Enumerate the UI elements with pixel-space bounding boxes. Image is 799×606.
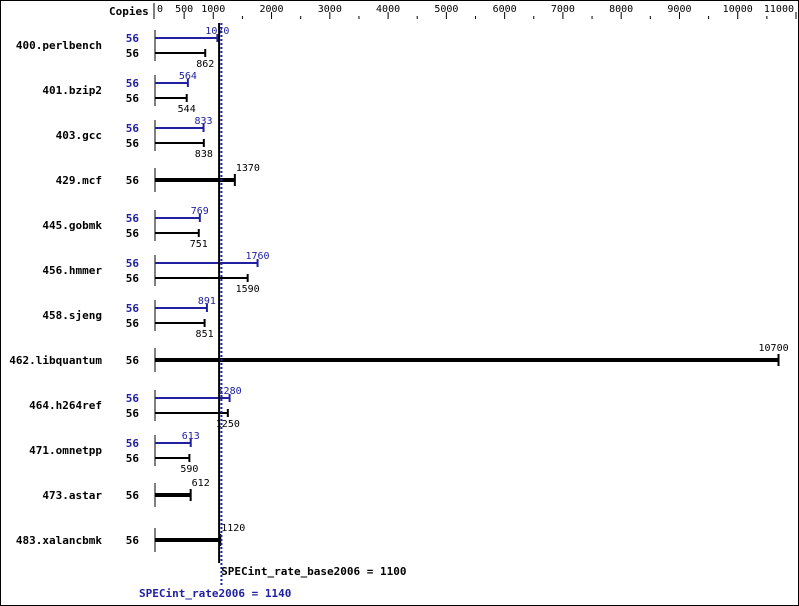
base-summary-label: SPECint_rate_base2006 = 1100 [221,565,406,578]
tick-label: 7000 [551,4,575,15]
base-value: 1250 [216,419,240,430]
tick-label: 6000 [493,4,517,15]
copies-peak: 56 [126,437,140,450]
copies-peak: 56 [126,77,140,90]
benchmark-label: 445.gobmk [42,219,102,232]
peak-value: 564 [179,71,197,82]
peak-value: 1760 [246,251,270,262]
tick-label: 4000 [376,4,400,15]
copies-base: 56 [126,452,140,465]
benchmark-label: 471.omnetpp [29,444,102,457]
base-value: 862 [196,59,214,70]
copies-peak: 56 [126,302,140,315]
benchmark-label: 403.gcc [56,129,102,142]
copies-peak: 56 [126,392,140,405]
copies-base: 56 [126,407,140,420]
benchmark-label: 401.bzip2 [42,84,102,97]
base-value: 10700 [759,343,789,354]
tick-label: 5000 [434,4,458,15]
base-value: 1590 [236,284,260,295]
peak-value: 833 [195,116,213,127]
tick-label: 8000 [609,4,633,15]
copies-base: 56 [126,354,140,367]
benchmark-label: 483.xalancbmk [16,534,102,547]
copies-peak: 56 [126,122,140,135]
copies-base: 56 [126,227,140,240]
peak-value: 1280 [218,386,242,397]
benchmark-label: 473.astar [42,489,102,502]
peak-value: 769 [191,206,209,217]
copies-base: 56 [126,272,140,285]
benchmark-label: 429.mcf [56,174,102,187]
copies-base: 56 [126,534,140,547]
peak-value: 891 [198,296,216,307]
benchmark-label: 458.sjeng [42,309,102,322]
tick-label: 11000 [764,4,794,15]
copies-base: 56 [126,137,140,150]
copies-base: 56 [126,174,140,187]
base-value: 851 [196,329,214,340]
base-value: 838 [195,149,213,160]
benchmark-label: 400.perlbench [16,39,102,52]
copies-peak: 56 [126,32,140,45]
base-value: 751 [190,239,208,250]
peak-value: 613 [182,431,200,442]
tick-label: 2000 [259,4,283,15]
tick-label: 0 [157,4,163,15]
copies-base: 56 [126,47,140,60]
base-value: 1120 [221,523,245,534]
copies-base: 56 [126,489,140,502]
tick-label: 500 [175,4,193,15]
copies-peak: 56 [126,257,140,270]
base-value: 1370 [236,163,260,174]
copies-base: 56 [126,92,140,105]
tick-label: 1000 [201,4,225,15]
copies-peak: 56 [126,212,140,225]
peak-summary-label: SPECint_rate2006 = 1140 [139,587,291,600]
benchmark-label: 464.h264ref [29,399,102,412]
tick-label: 9000 [667,4,691,15]
base-value: 612 [192,478,210,489]
base-value: 544 [178,104,196,115]
benchmark-label: 456.hmmer [42,264,102,277]
axis-label: Copies [109,5,149,18]
benchmark-label: 462.libquantum [9,354,102,367]
tick-label: 3000 [318,4,342,15]
peak-value: 1070 [205,26,229,37]
copies-base: 56 [126,317,140,330]
base-value: 590 [180,464,198,475]
tick-label: 10000 [723,4,753,15]
